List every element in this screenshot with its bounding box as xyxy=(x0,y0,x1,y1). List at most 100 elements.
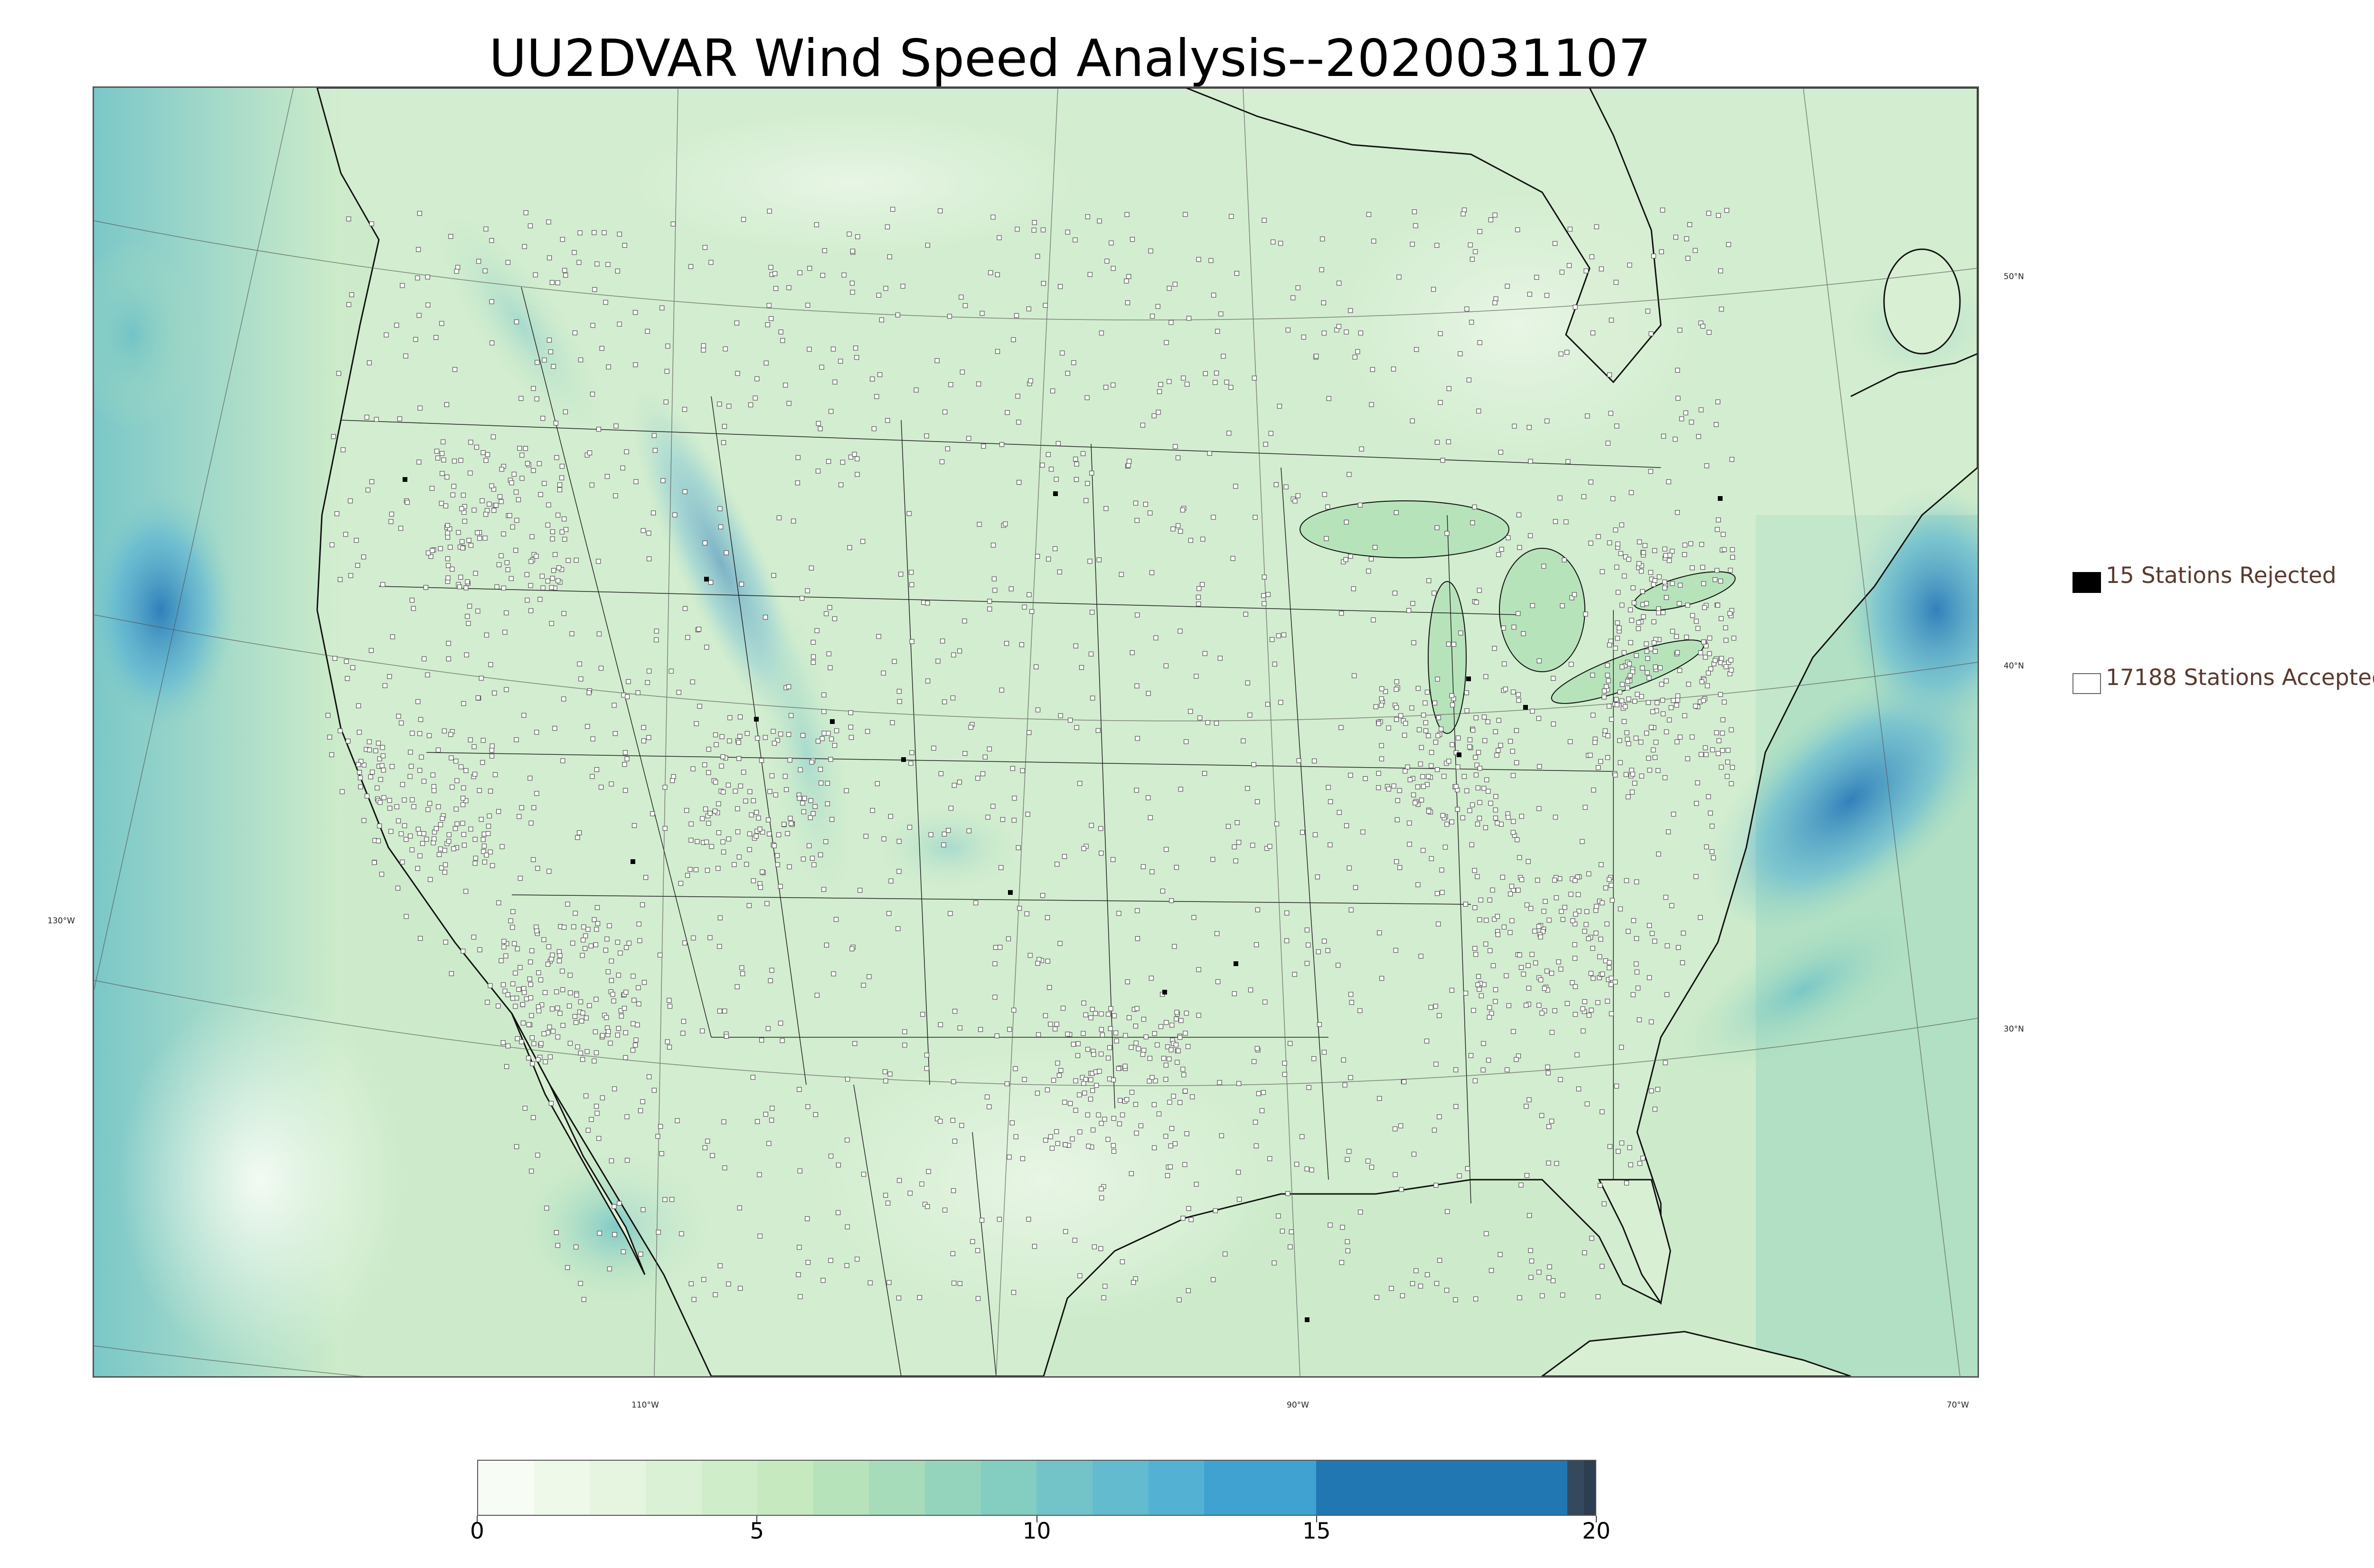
accepted-station-marker xyxy=(812,804,818,809)
accepted-station-marker xyxy=(1575,892,1581,897)
accepted-station-marker xyxy=(1300,1134,1305,1139)
accepted-station-marker xyxy=(1438,400,1443,405)
accepted-station-marker xyxy=(775,738,780,743)
accepted-station-marker xyxy=(1576,909,1582,914)
accepted-station-marker xyxy=(1410,1281,1415,1286)
accepted-station-marker xyxy=(795,480,801,486)
accepted-station-marker xyxy=(1494,752,1499,758)
accepted-station-marker xyxy=(631,974,636,979)
accepted-station-marker xyxy=(1197,715,1203,721)
accepted-station-marker xyxy=(1649,724,1654,730)
accepted-station-marker xyxy=(1564,1001,1570,1006)
accepted-station-marker xyxy=(578,1051,583,1056)
map-panel[interactable] xyxy=(93,86,1979,1378)
accepted-station-marker xyxy=(1253,515,1258,520)
accepted-station-marker xyxy=(1429,750,1434,755)
accepted-station-marker xyxy=(771,573,776,578)
accepted-station-marker xyxy=(1508,891,1513,897)
accepted-station-marker xyxy=(1225,824,1231,829)
station-markers xyxy=(325,207,1736,1322)
colorbar-bin xyxy=(590,1461,646,1515)
accepted-station-marker xyxy=(499,553,504,558)
accepted-station-marker xyxy=(748,402,754,408)
accepted-station-marker xyxy=(577,661,582,667)
accepted-station-marker xyxy=(1325,504,1330,510)
accepted-station-marker xyxy=(1651,640,1657,646)
accepted-station-marker xyxy=(670,221,676,226)
accepted-station-marker xyxy=(1703,745,1708,751)
accepted-station-marker xyxy=(1627,661,1632,667)
accepted-station-marker xyxy=(549,280,555,285)
accepted-station-marker xyxy=(1090,695,1095,701)
accepted-station-marker xyxy=(445,535,451,540)
accepted-station-marker xyxy=(356,703,361,708)
colorbar-tick-label: 15 xyxy=(1302,1518,1331,1544)
accepted-station-marker xyxy=(381,768,386,773)
accepted-station-marker xyxy=(1572,956,1578,961)
accepted-station-marker xyxy=(1675,367,1680,373)
accepted-station-marker xyxy=(1148,815,1153,820)
accepted-station-marker xyxy=(1032,220,1037,225)
accepted-station-marker xyxy=(1477,340,1482,345)
accepted-station-marker xyxy=(611,998,616,1004)
accepted-station-marker xyxy=(735,829,741,835)
accepted-station-marker xyxy=(460,796,466,801)
accepted-station-marker xyxy=(978,1027,983,1032)
accepted-station-marker xyxy=(1526,425,1532,430)
accepted-station-marker xyxy=(1453,1297,1458,1303)
accepted-station-marker xyxy=(1661,433,1666,439)
accepted-station-marker xyxy=(1528,1248,1533,1253)
accepted-station-marker xyxy=(545,522,551,528)
accepted-station-marker xyxy=(1675,650,1680,655)
accepted-station-marker xyxy=(801,809,807,815)
accepted-station-marker xyxy=(1467,808,1472,813)
accepted-station-marker xyxy=(646,1074,652,1080)
accepted-station-marker xyxy=(1221,354,1226,359)
accepted-station-marker xyxy=(1724,208,1729,213)
accepted-station-marker xyxy=(925,1204,930,1209)
accepted-station-marker xyxy=(452,367,458,372)
accepted-station-marker xyxy=(1178,787,1183,792)
accepted-station-marker xyxy=(1087,559,1093,564)
accepted-station-marker xyxy=(656,1230,661,1235)
accepted-station-marker xyxy=(1659,682,1664,687)
accepted-station-marker xyxy=(717,506,723,511)
accepted-station-marker xyxy=(448,234,453,239)
accepted-station-marker xyxy=(1004,641,1009,646)
accepted-station-marker xyxy=(705,1138,710,1144)
accepted-station-marker xyxy=(1255,907,1260,912)
accepted-station-marker xyxy=(559,529,565,535)
accepted-station-marker xyxy=(723,346,728,352)
high-wind-atlantic-4 xyxy=(1677,903,1930,1077)
rejected-station-marker xyxy=(403,477,407,482)
accepted-station-marker xyxy=(1176,1048,1181,1053)
accepted-station-marker xyxy=(1540,1293,1545,1298)
high-wind-pacific-1 xyxy=(94,487,236,733)
accepted-station-marker xyxy=(1460,211,1466,216)
accepted-station-marker xyxy=(1654,700,1660,705)
accepted-station-marker xyxy=(1184,1011,1189,1016)
accepted-station-marker xyxy=(641,980,647,985)
accepted-station-marker xyxy=(976,381,981,386)
accepted-station-marker xyxy=(1306,1085,1311,1090)
colorbar-tick xyxy=(1596,1516,1597,1522)
accepted-station-marker xyxy=(1086,1144,1091,1149)
accepted-station-marker xyxy=(441,457,446,463)
accepted-station-marker xyxy=(1031,227,1036,233)
accepted-station-marker xyxy=(778,329,783,335)
accepted-station-marker xyxy=(1191,915,1196,920)
accepted-station-marker xyxy=(1005,410,1010,415)
accepted-station-marker xyxy=(1696,434,1701,439)
accepted-station-marker xyxy=(763,1112,768,1117)
accepted-station-marker xyxy=(1265,702,1271,707)
accepted-station-marker xyxy=(712,808,718,814)
accepted-station-marker xyxy=(1720,717,1725,723)
accepted-station-marker xyxy=(375,785,380,790)
accepted-station-marker xyxy=(463,889,469,894)
accepted-station-marker xyxy=(450,566,455,572)
accepted-station-marker xyxy=(425,274,430,280)
accepted-station-marker xyxy=(1564,519,1569,525)
accepted-station-marker xyxy=(763,735,768,740)
accepted-station-marker xyxy=(1348,992,1354,997)
accepted-station-marker xyxy=(1450,702,1455,708)
